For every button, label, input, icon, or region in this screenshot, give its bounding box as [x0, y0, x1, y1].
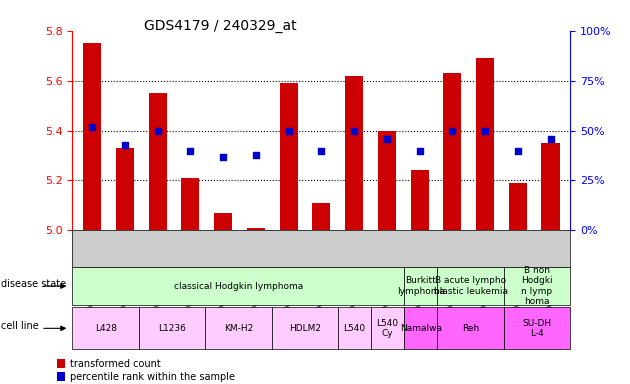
Point [415, 147, 425, 154]
Text: Namalwa: Namalwa [400, 324, 442, 333]
Bar [437, 307, 504, 349]
Text: B non
Hodgki
n lymp
homa: B non Hodgki n lymp homa [521, 266, 553, 306]
Text: Burkitt
lymphoma: Burkitt lymphoma [397, 276, 445, 296]
Text: B acute lympho
blastic leukemia: B acute lympho blastic leukemia [433, 276, 508, 296]
Bar [57, 372, 65, 381]
Point [447, 127, 457, 134]
Bar [149, 93, 166, 230]
Bar [476, 58, 494, 230]
Bar [542, 143, 559, 230]
Text: L540: L540 [343, 324, 365, 333]
Bar [437, 267, 504, 305]
Bar [272, 307, 338, 349]
Bar [509, 183, 527, 230]
Point [546, 136, 556, 142]
Bar [83, 43, 101, 230]
Text: GDS4179 / 240329_at: GDS4179 / 240329_at [144, 19, 297, 33]
Text: HDLM2: HDLM2 [289, 324, 321, 333]
Bar [205, 307, 272, 349]
Bar [72, 307, 139, 349]
Point [87, 124, 97, 130]
Text: cell line: cell line [1, 321, 38, 331]
Bar [57, 359, 65, 368]
Bar [345, 76, 363, 230]
Bar [247, 228, 265, 230]
Point [218, 154, 228, 160]
Text: percentile rank within the sample: percentile rank within the sample [70, 372, 235, 382]
Point [316, 147, 326, 154]
Bar [116, 148, 134, 230]
Bar [139, 307, 205, 349]
Point [120, 141, 130, 147]
Point [480, 127, 490, 134]
Point [284, 127, 294, 134]
Bar [181, 178, 199, 230]
Text: L1236: L1236 [158, 324, 186, 333]
Point [152, 127, 163, 134]
Bar [404, 267, 437, 305]
Point [185, 147, 195, 154]
Point [349, 127, 359, 134]
Text: disease state: disease state [1, 279, 66, 289]
Bar [371, 307, 404, 349]
Point [513, 147, 523, 154]
Bar [504, 307, 570, 349]
Bar [444, 73, 461, 230]
Bar [378, 131, 396, 230]
Bar [411, 170, 428, 230]
Bar [404, 307, 437, 349]
Text: L428: L428 [94, 324, 117, 333]
Point [251, 151, 261, 157]
Bar [312, 203, 330, 230]
Text: KM-H2: KM-H2 [224, 324, 253, 333]
Bar [280, 83, 297, 230]
Text: transformed count: transformed count [70, 359, 161, 369]
Point [382, 136, 392, 142]
Text: classical Hodgkin lymphoma: classical Hodgkin lymphoma [174, 281, 303, 291]
Text: SU-DH
L-4: SU-DH L-4 [522, 319, 551, 338]
Text: Reh: Reh [462, 324, 479, 333]
Text: L540
Cy: L540 Cy [377, 319, 399, 338]
Bar [504, 267, 570, 305]
Bar [338, 307, 371, 349]
Bar [72, 267, 404, 305]
Bar [214, 213, 232, 230]
